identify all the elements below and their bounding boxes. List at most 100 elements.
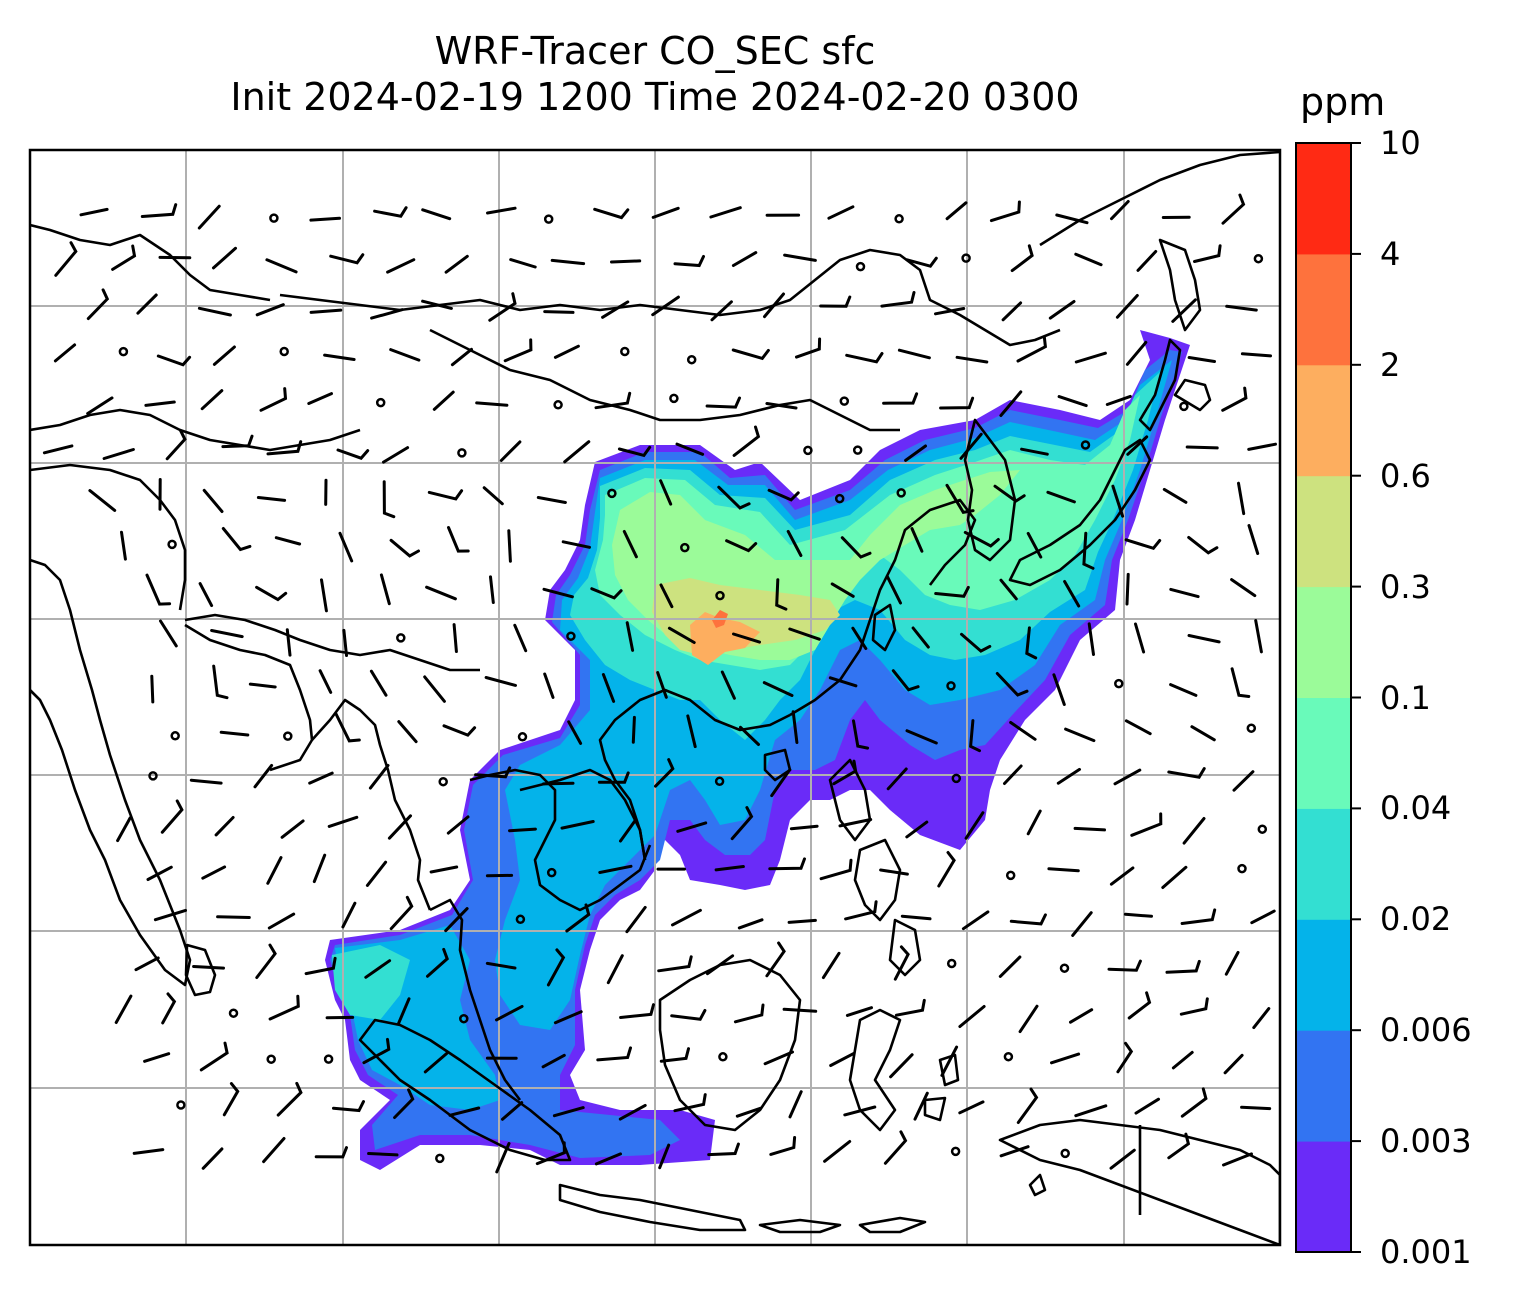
colorbar-tick-label: 10 <box>1380 124 1421 162</box>
wind-barb <box>432 390 455 411</box>
wind-barb <box>1134 622 1146 654</box>
wind-barb <box>1003 764 1023 785</box>
wind-barb <box>425 585 457 601</box>
wind-barb <box>788 1090 803 1119</box>
wind-barb <box>1074 351 1107 364</box>
wind-barb <box>1074 252 1103 267</box>
wind-barb <box>594 1152 622 1166</box>
wind-barb <box>541 1053 566 1069</box>
wind-barb <box>1125 572 1130 606</box>
wind-barb <box>1026 809 1042 836</box>
wind-barb <box>714 865 745 872</box>
calm-wind-circle <box>714 776 725 787</box>
wind-barb <box>897 348 931 360</box>
colorbar-units: ppm <box>1300 80 1386 124</box>
wind-barb <box>1134 1097 1160 1115</box>
wind-barb <box>1105 394 1132 406</box>
wind-barb <box>913 1091 929 1121</box>
wind-barb <box>1057 395 1088 408</box>
calm-wind-circle <box>950 1146 961 1157</box>
wind-barb <box>336 448 370 460</box>
field-level-7 <box>690 612 760 665</box>
wind-barb <box>617 445 652 458</box>
wind-barb <box>732 425 761 457</box>
wind-barb <box>1225 304 1258 312</box>
wind-barb <box>1025 626 1038 660</box>
wind-barb <box>1230 667 1251 698</box>
calm-wind-circle <box>1114 678 1124 689</box>
wind-barb <box>1016 335 1048 363</box>
calm-wind-circle <box>686 354 697 365</box>
wind-barb <box>961 910 990 931</box>
wind-barb <box>673 1093 707 1113</box>
wind-barb <box>594 391 632 410</box>
wind-barb <box>731 251 758 267</box>
calm-wind-circle <box>1246 723 1257 733</box>
wind-barb <box>320 578 328 613</box>
wind-barb <box>893 945 910 981</box>
calm-wind-circle <box>543 214 554 224</box>
wind-barb <box>323 353 356 361</box>
wind-barb <box>308 771 334 785</box>
wind-barb <box>509 258 537 269</box>
colorbar-tick-label: 0.6 <box>1380 456 1431 495</box>
colorbar <box>1295 142 1361 1253</box>
wind-barb <box>501 1101 524 1121</box>
wind-barb <box>1064 727 1096 743</box>
wind-barb <box>255 943 277 979</box>
wind-barb <box>905 820 929 839</box>
wind-barb <box>1180 1087 1208 1118</box>
wind-barb <box>255 303 285 317</box>
wind-barb <box>276 1081 303 1117</box>
wind-barb <box>625 621 635 652</box>
wind-barb <box>543 672 555 699</box>
wind-barb <box>365 860 388 887</box>
calm-wind-circle <box>620 346 630 357</box>
calm-wind-circle <box>176 1100 186 1110</box>
colorbar-swatch <box>1296 1141 1351 1253</box>
wind-barb <box>651 295 680 317</box>
wind-barb <box>739 725 760 746</box>
wind-barb <box>513 623 528 653</box>
wind-barb <box>786 529 803 557</box>
wind-barb <box>495 1004 524 1022</box>
wind-barb <box>341 901 357 929</box>
wind-barb <box>332 1100 365 1113</box>
wind-barb <box>880 291 916 308</box>
wind-barb <box>507 529 512 563</box>
wind-barb <box>452 623 458 653</box>
calm-wind-circle <box>1257 824 1268 834</box>
wind-barb <box>731 348 770 361</box>
wind-barb <box>1074 1104 1108 1118</box>
wind-barb <box>150 674 155 704</box>
wind-barb <box>900 914 932 921</box>
wind-barb <box>1252 1007 1271 1030</box>
wind-barb <box>1063 580 1081 608</box>
wind-barb <box>386 258 416 274</box>
wind-barb <box>821 951 841 980</box>
wind-barb <box>563 440 591 464</box>
wind-barb <box>945 201 968 221</box>
calm-wind-circle <box>607 488 617 499</box>
wind-barb <box>598 864 633 874</box>
wind-barb <box>248 682 277 689</box>
calm-wind-circle <box>803 445 813 456</box>
wind-barb <box>939 396 975 410</box>
wind-barb <box>830 582 855 598</box>
wind-barb <box>536 496 567 504</box>
wind-barb <box>886 767 908 791</box>
wind-barb <box>732 632 761 644</box>
wind-barb <box>474 766 512 779</box>
wind-barb <box>145 573 172 606</box>
calm-wind-circle <box>1253 253 1264 264</box>
wind-barb <box>542 587 574 599</box>
wind-barb <box>969 719 981 753</box>
wind-barb <box>657 955 693 973</box>
wind-barb <box>787 918 817 924</box>
wind-barb <box>1055 213 1089 225</box>
wind-barb <box>535 1141 566 1166</box>
wind-barb <box>368 763 390 790</box>
wind-barb <box>673 255 705 268</box>
wind-barb <box>552 1106 585 1118</box>
wind-barb <box>705 396 741 409</box>
